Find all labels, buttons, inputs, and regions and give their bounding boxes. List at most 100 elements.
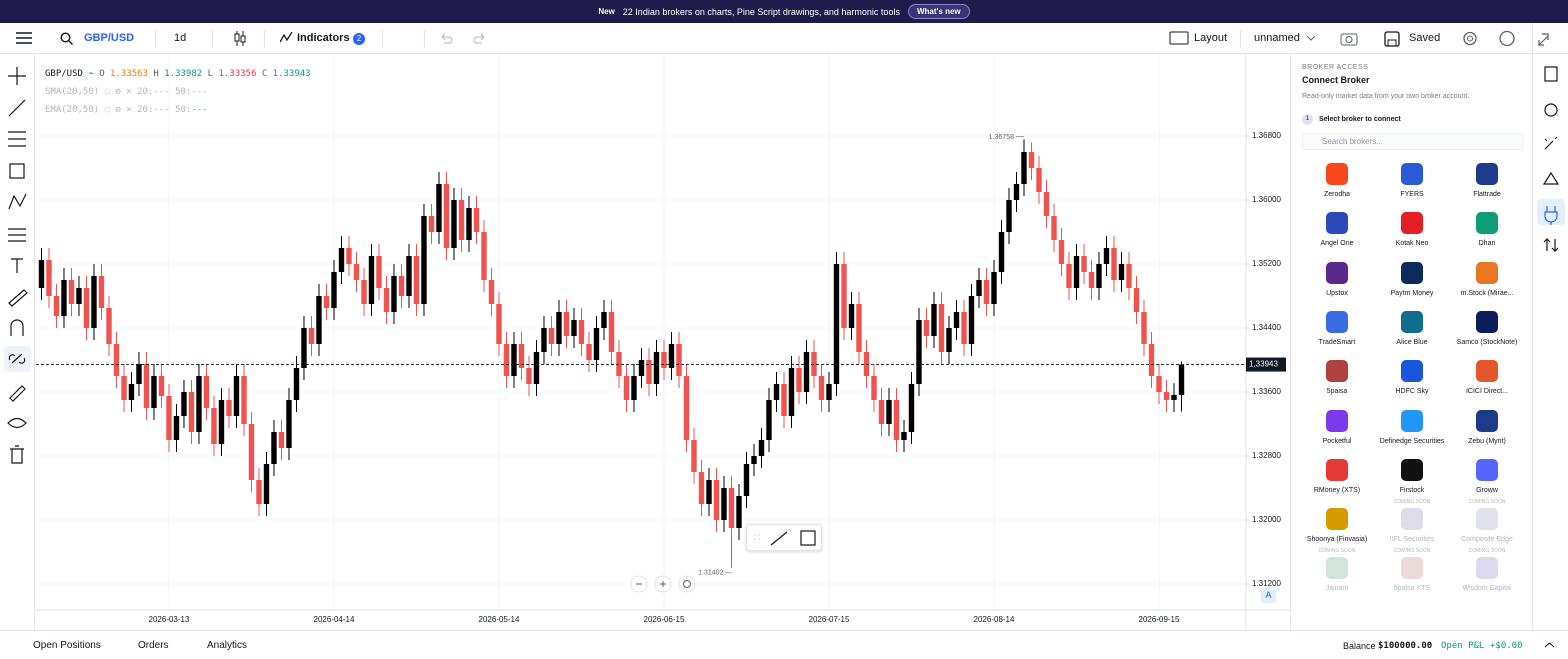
symbol[interactable]: GBP/USD <box>84 32 135 44</box>
saved-status[interactable]: Saved <box>1409 32 1441 44</box>
floating-tools[interactable] <box>747 525 823 552</box>
broker-tile[interactable]: Definedge Securities <box>1375 409 1449 445</box>
broker-name: Pocketful <box>1322 437 1352 445</box>
y-tick-label: 1.31200 <box>1252 579 1281 588</box>
collapse-icon[interactable] <box>1545 642 1554 648</box>
pine-icon[interactable] <box>1542 171 1560 185</box>
candle-body <box>451 200 457 248</box>
broker-icon[interactable] <box>1544 206 1558 225</box>
broker-tile[interactable]: Samco (StockNote) <box>1450 310 1524 346</box>
replay-icon[interactable] <box>397 33 411 43</box>
shape-tool[interactable] <box>9 163 25 179</box>
broker-tile[interactable]: Dhan <box>1450 212 1524 247</box>
separator <box>1240 30 1241 47</box>
candle-body <box>346 248 352 264</box>
broker-tile[interactable]: Pocketful <box>1300 409 1374 445</box>
broker-tile[interactable]: Zerodha <box>1300 163 1374 198</box>
broker-name: Shoonya (Finvasia) <box>1306 536 1368 544</box>
candle-body <box>211 408 217 444</box>
lock-tool[interactable] <box>9 385 26 402</box>
line-tool[interactable] <box>770 531 788 546</box>
layout-button[interactable]: Layout <box>1194 32 1228 44</box>
candle-body <box>301 328 307 368</box>
magnet-tool[interactable] <box>10 319 24 336</box>
broker-logo <box>1401 212 1423 235</box>
icon-part <box>280 32 293 43</box>
icon-part <box>16 32 32 44</box>
candle-body <box>1081 256 1087 272</box>
top-right-icons[interactable] <box>1462 30 1550 47</box>
snapshot-icon[interactable] <box>1340 31 1358 46</box>
ideas-icon[interactable] <box>1544 136 1558 150</box>
crosshair-tool[interactable] <box>8 67 26 85</box>
search-icon[interactable] <box>60 32 73 45</box>
right-tools[interactable] <box>1533 23 1568 263</box>
bottom-tab[interactable]: Open Positions <box>33 640 101 651</box>
broker-tile[interactable]: RMoney (XTS) <box>1300 458 1374 494</box>
broker-name: Firstock <box>1399 486 1425 494</box>
layout-name[interactable]: unnamed <box>1254 32 1300 44</box>
sma-v2: --- <box>191 87 208 97</box>
broker-tile[interactable]: m.Stock (Mirae... <box>1450 261 1524 297</box>
fib-tool[interactable] <box>8 131 26 147</box>
visibility-tool[interactable] <box>7 417 27 429</box>
candle-body <box>151 376 157 408</box>
prediction-tool[interactable] <box>8 228 26 242</box>
broker-name: Jainam <box>1325 585 1349 593</box>
link-tool[interactable] <box>8 353 26 364</box>
bottom-tab[interactable]: Orders <box>138 640 169 651</box>
broker-tile[interactable]: Shoonya (Finvasia) <box>1300 508 1374 543</box>
trendline-tool[interactable] <box>8 99 26 117</box>
coming-soon-tag: COMING SOON <box>1468 499 1506 506</box>
candle-body <box>856 304 862 352</box>
broker-tile[interactable]: Angel One <box>1300 212 1374 247</box>
candle-body <box>286 400 292 448</box>
alerts-icon[interactable] <box>1544 103 1558 117</box>
reset[interactable] <box>678 575 696 593</box>
chart-type-icon[interactable] <box>233 31 247 46</box>
trading-icon[interactable] <box>1543 238 1559 252</box>
watchlist-icon[interactable] <box>1544 66 1558 82</box>
broker-tile[interactable]: Firstock <box>1375 458 1449 494</box>
zoom-controls[interactable] <box>628 574 698 594</box>
broker-tile[interactable]: Kotak Neo <box>1375 212 1449 247</box>
delete-tool[interactable] <box>10 445 24 464</box>
pnl-label: Open P&L <box>1441 641 1485 651</box>
indicators-button[interactable]: Indicators <box>297 32 350 44</box>
candle-body <box>968 296 975 344</box>
text-tool[interactable] <box>11 258 23 273</box>
broker-tile[interactable]: Upstox <box>1300 261 1374 297</box>
broker-tile[interactable]: Zebu (Mynt) <box>1450 409 1524 445</box>
announcement-banner: New 22 Indian brokers on charts, Pine Sc… <box>0 0 1568 23</box>
icon-part <box>1538 33 1549 46</box>
candle-body <box>758 440 765 456</box>
candle-body <box>736 496 742 528</box>
auto-scale-button[interactable]: A <box>1261 588 1276 603</box>
undo-redo[interactable] <box>440 32 486 44</box>
candle-body <box>263 464 270 504</box>
broker-tile[interactable]: Alice Blue <box>1375 310 1449 346</box>
broker-tile[interactable]: TradeSmart <box>1300 310 1374 346</box>
broker-tile[interactable]: 5paisa <box>1300 360 1374 395</box>
interval[interactable]: 1d <box>174 32 187 44</box>
broker-tile[interactable]: HDFC Sky <box>1375 360 1449 395</box>
bottom-tab[interactable]: Analytics <box>207 640 248 651</box>
drawing-tools[interactable] <box>0 54 35 474</box>
icon-part <box>1499 30 1515 47</box>
pattern-tool[interactable] <box>8 193 27 210</box>
rect-tool[interactable] <box>800 530 816 546</box>
broker-tile[interactable]: Paytm Money <box>1375 261 1449 297</box>
broker-tile[interactable]: Flattrade <box>1450 163 1524 198</box>
menu-icon[interactable] <box>16 32 32 44</box>
candle-body <box>53 296 60 316</box>
broker-name: Composite Edge <box>1461 536 1513 544</box>
candle-body <box>938 304 945 352</box>
broker-tile[interactable]: FYERS <box>1375 163 1449 198</box>
broker-tile[interactable]: Groww <box>1450 458 1524 494</box>
broker-tile[interactable]: ICICI Direct... <box>1450 360 1524 395</box>
whats-new-button[interactable]: What's new <box>907 4 970 19</box>
measure-tool[interactable] <box>8 289 28 307</box>
broker-search[interactable]: Search brokers... <box>1302 133 1523 150</box>
candle-body <box>773 384 780 400</box>
